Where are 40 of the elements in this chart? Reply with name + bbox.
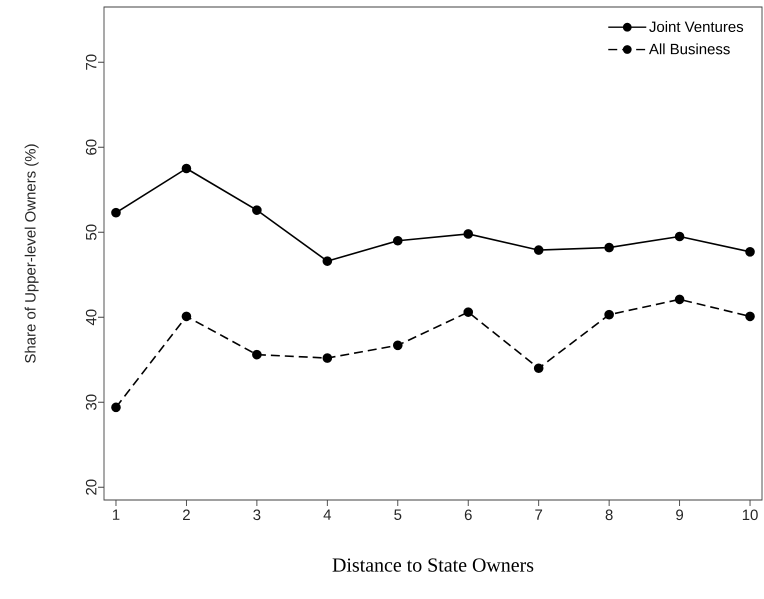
point (252, 350, 262, 360)
point (322, 353, 332, 363)
point (111, 402, 121, 412)
legend-label: Joint Ventures (649, 21, 744, 32)
point (322, 256, 332, 266)
y-axis-title: Share of Upper-level Owners (%) (24, 144, 39, 363)
x-tick-label: 5 (394, 510, 402, 520)
x-tick-label: 6 (464, 510, 472, 520)
point (463, 307, 474, 317)
x-tick-label: 9 (676, 510, 684, 520)
point (534, 245, 544, 255)
point (745, 247, 755, 257)
x-tick-label: 3 (253, 510, 260, 520)
x-tick-label: 2 (183, 510, 190, 520)
legend-label: All Business (648, 43, 730, 54)
point (674, 232, 684, 242)
point (182, 164, 192, 174)
point (392, 236, 403, 246)
y-tick-label: 30 (86, 394, 96, 410)
point (674, 294, 684, 304)
point (604, 242, 614, 252)
x-tick-label: 8 (606, 510, 613, 520)
point (182, 312, 192, 322)
y-tick-label: 20 (86, 480, 96, 495)
point (252, 205, 262, 215)
point (534, 363, 544, 374)
point (604, 310, 614, 320)
x-tick-label: 10 (742, 510, 758, 520)
x-tick-label: 1 (112, 510, 120, 520)
y-tick-label: 70 (86, 54, 96, 70)
y-tick-label: 60 (86, 140, 96, 155)
point (392, 340, 403, 350)
x-tick-label: 7 (535, 510, 542, 520)
y-tick-label: 40 (86, 310, 96, 326)
x-axis-title: Distance to State Owners (332, 558, 534, 572)
y-tick-label: 50 (86, 224, 96, 240)
x-tick-label: 4 (324, 510, 332, 520)
point (745, 312, 755, 322)
point (111, 208, 121, 218)
point (463, 229, 474, 239)
